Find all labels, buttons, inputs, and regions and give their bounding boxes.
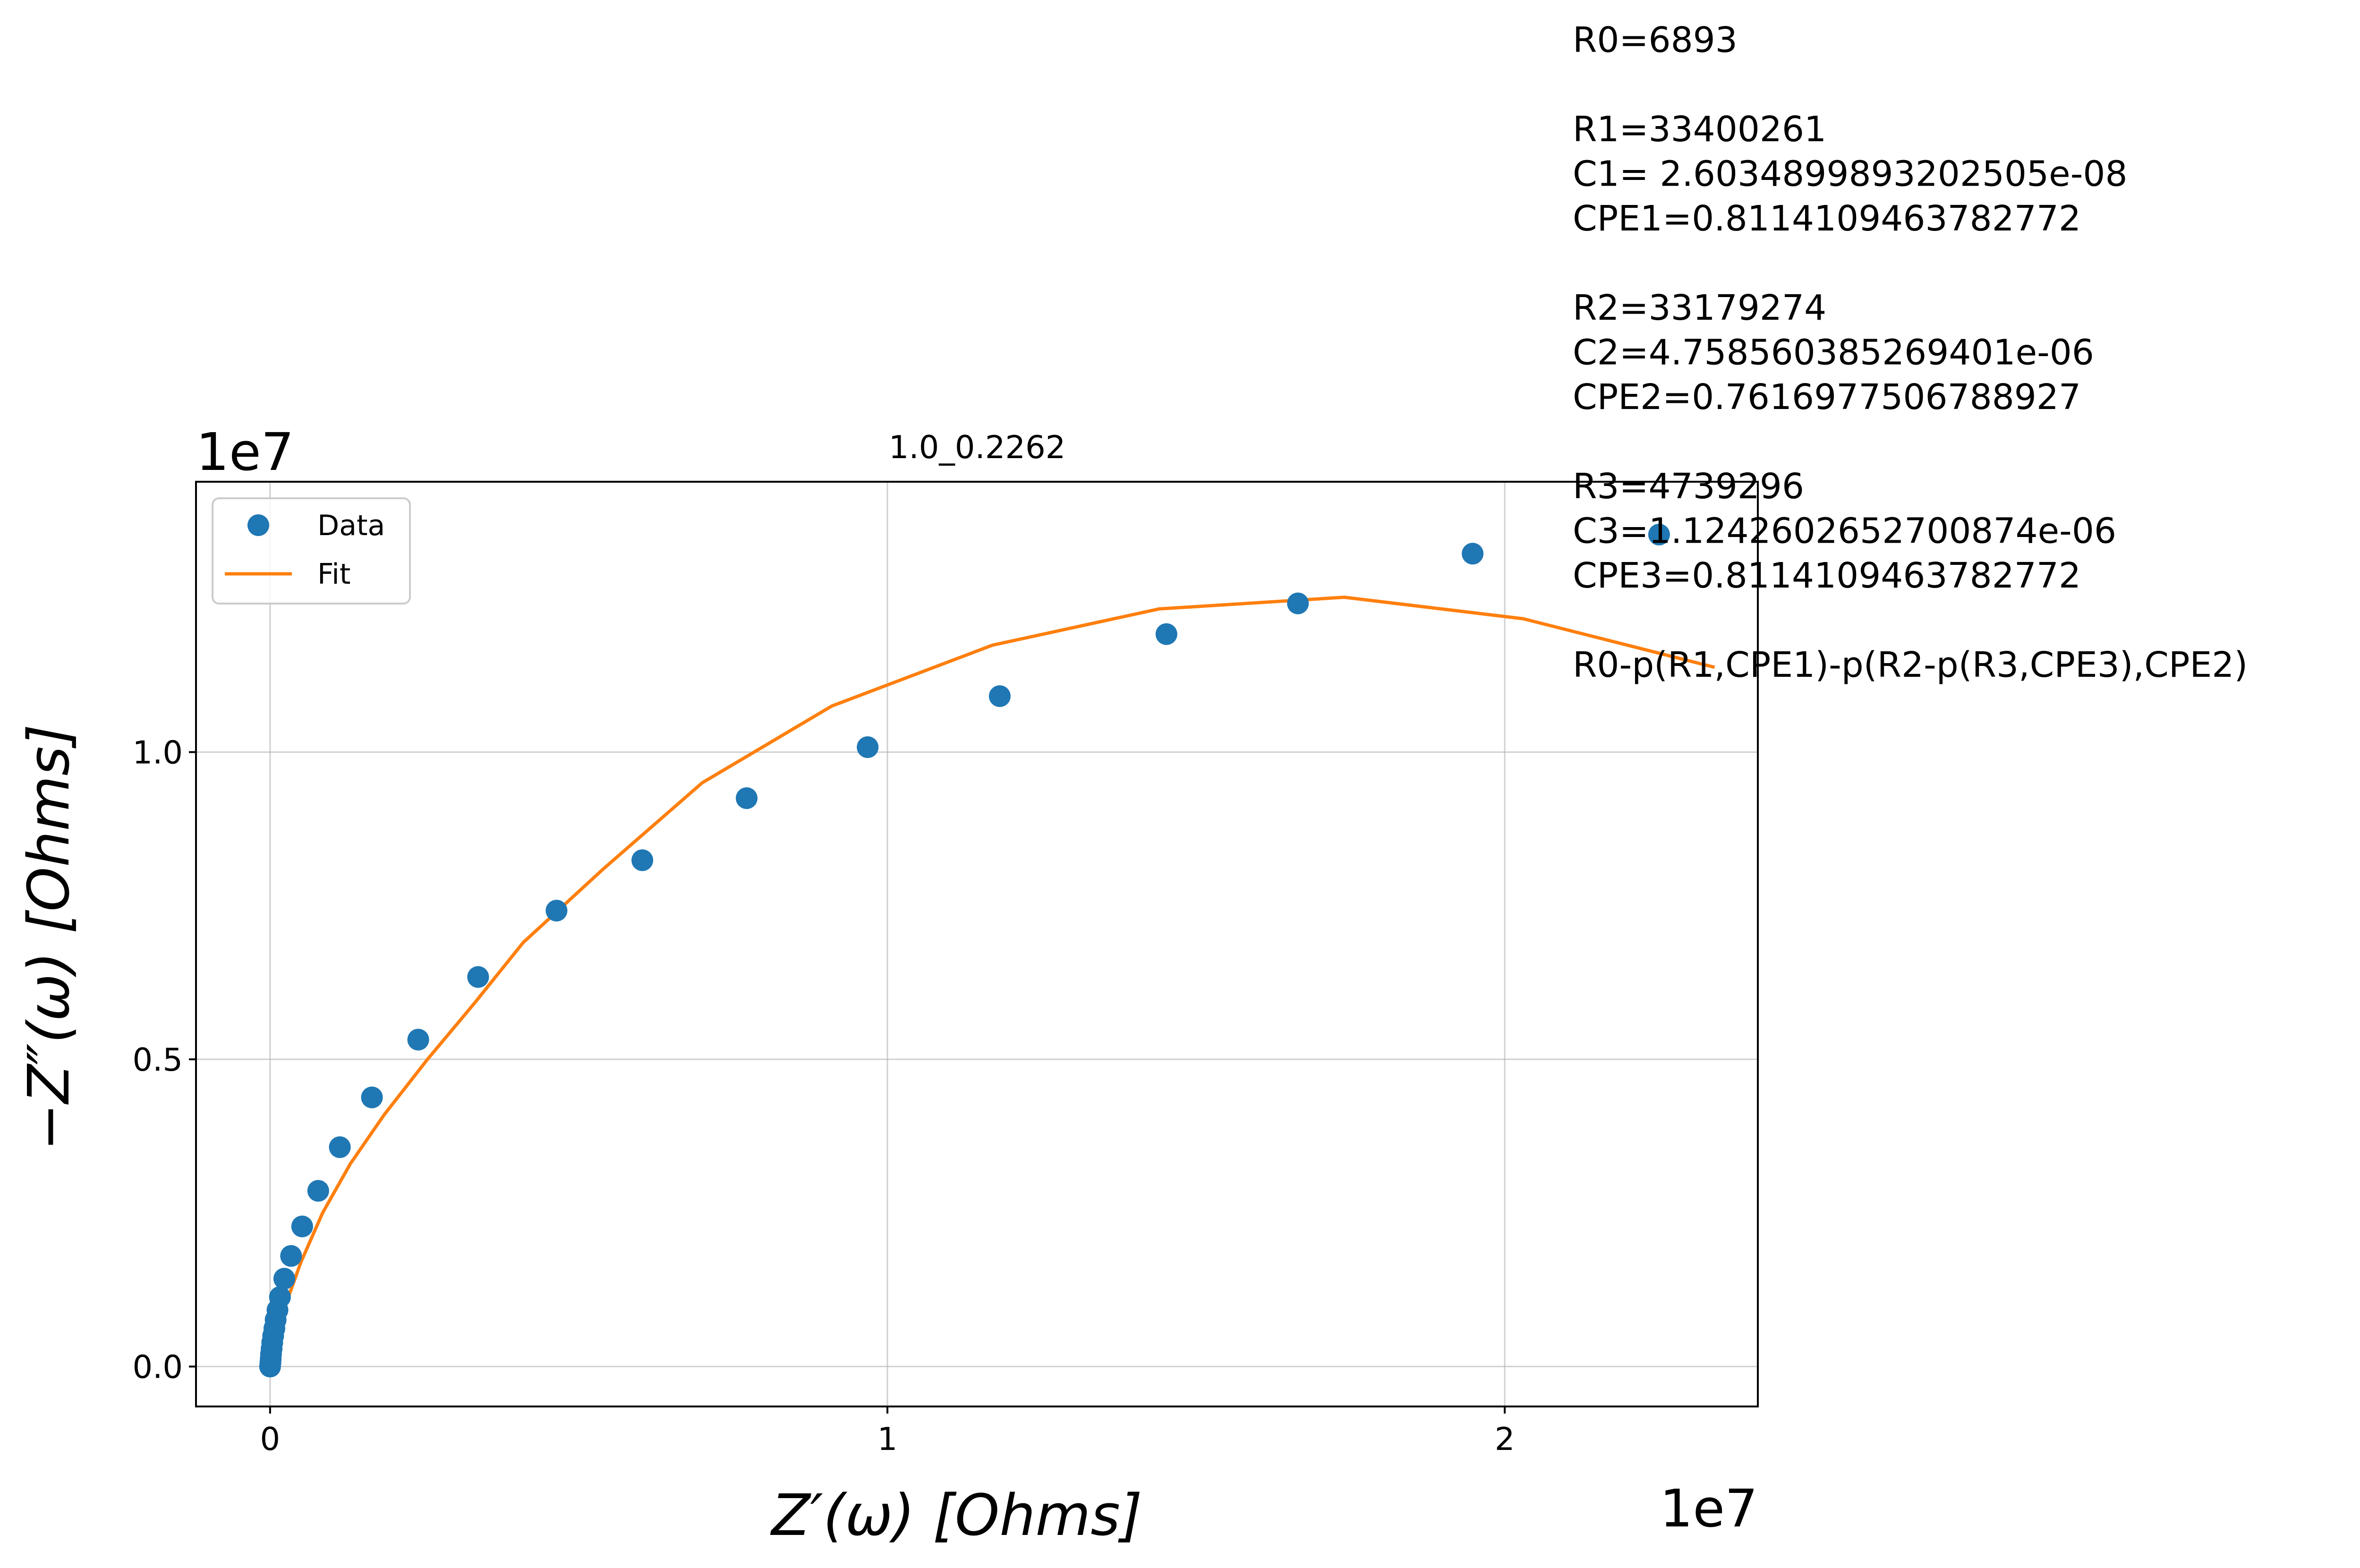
data-point <box>631 849 654 871</box>
fit-line <box>268 596 1715 1367</box>
x-tick-label: 0 <box>260 1421 281 1457</box>
data-point <box>1155 623 1177 645</box>
data-point <box>407 1029 429 1051</box>
x-tick-label: 2 <box>1495 1421 1515 1457</box>
data-point <box>1287 592 1309 614</box>
annotation-line: R0=6893 <box>1573 20 1738 60</box>
data-point <box>988 685 1011 707</box>
x-axis-label: Z′(ω) [Ohms] <box>770 1483 1142 1549</box>
axis-ticks: 0 1 2 0.0 0.5 1.0 <box>132 734 1515 1457</box>
annotation-line: CPE1=0.8114109463782772 <box>1573 198 2081 239</box>
annotation-line: R3=4739296 <box>1573 466 1804 507</box>
legend-data-marker <box>247 514 269 536</box>
y-tick-label: 0.5 <box>132 1041 183 1078</box>
x-axis-offset-label: 1e7 <box>1660 1478 1758 1539</box>
data-point <box>291 1215 313 1237</box>
data-point <box>273 1268 295 1290</box>
annotation-line: C1= 2.6034899893202505e-08 <box>1573 154 2128 195</box>
annotation-line: C2=4.758560385269401e-06 <box>1573 332 2094 373</box>
x-tick-label: 1 <box>878 1421 898 1457</box>
data-point <box>280 1245 302 1267</box>
data-point <box>361 1086 383 1108</box>
annotation-line: R1=33400261 <box>1573 109 1826 150</box>
data-point <box>329 1136 351 1158</box>
data-point <box>857 736 879 758</box>
fit-series <box>268 596 1715 1367</box>
grid-lines <box>196 482 1758 1406</box>
data-point <box>1648 523 1670 545</box>
y-tick-label: 0.0 <box>132 1348 183 1385</box>
plot-frame <box>195 481 1759 1407</box>
chart-title: 1.0_0.2262 <box>889 429 1066 466</box>
data-point <box>735 787 758 810</box>
legend-label-fit: Fit <box>317 558 350 591</box>
legend-label-data: Data <box>317 509 385 542</box>
y-tick-label: 1.0 <box>132 734 183 771</box>
legend: Data Fit <box>212 497 411 605</box>
annotation-line: R2=33179274 <box>1573 288 1826 328</box>
data-point <box>1462 543 1484 565</box>
annotation-line: CPE2=0.7616977506788927 <box>1573 377 2081 418</box>
data-point <box>307 1180 329 1202</box>
data-point <box>467 966 489 988</box>
y-axis-offset-label: 1e7 <box>196 422 294 482</box>
data-point <box>269 1286 291 1308</box>
annotation-line: C3=1.1242602652700874e-06 <box>1573 511 2116 552</box>
data-series <box>259 523 1670 1378</box>
y-axis-label: −Z″(ω) [Ohms] <box>17 724 82 1150</box>
annotation-line: R0-p(R1,CPE1)-p(R2-p(R3,CPE3),CPE2) <box>1573 645 2248 685</box>
annotation-line: CPE3=0.8114109463782772 <box>1573 555 2081 596</box>
data-point <box>545 900 568 922</box>
